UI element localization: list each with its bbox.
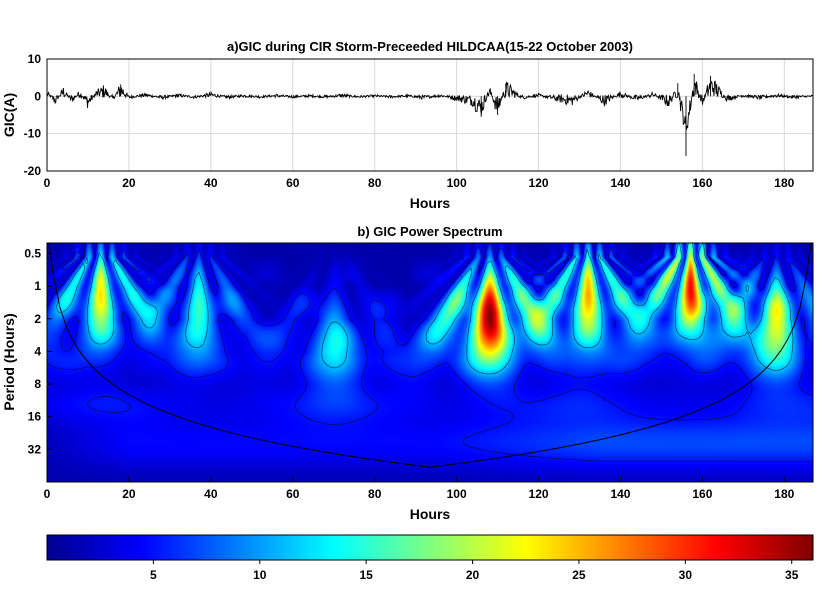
x-tick-label: 180 [774,176,794,190]
panel-b-y-ticks: 0.5 1 2 4 8 16 32 [24,247,52,456]
x-tick-label: 120 [529,487,549,501]
panel-a-frame [46,58,814,172]
y-tick-label: 4 [34,344,41,358]
x-tick-label: 80 [368,487,382,501]
x-tick-label: 100 [447,487,467,501]
x-tick-label: 100 [447,176,467,190]
panel-a-background [47,59,813,171]
colorbar-tick-label: 35 [785,568,799,582]
panel-a-grid [47,59,813,171]
panel-b-x-ticks: 0 20 40 60 80 100 120 140 160 180 [44,477,795,501]
y-tick-label: 2 [34,312,41,326]
x-tick-label: 60 [286,176,300,190]
colorbar-tick-label: 25 [572,568,586,582]
y-tick-label: -20 [24,164,42,178]
x-tick-label: 0 [44,176,51,190]
colorbar-tick-label: 20 [466,568,480,582]
x-tick-label: 60 [286,487,300,501]
colorbar [46,534,814,561]
spectrum-contours [47,243,812,462]
y-tick-label: 16 [28,410,42,424]
contour-line [47,243,812,462]
contour-line [56,243,794,375]
y-tick-label: 10 [28,52,42,66]
x-tick-label: 120 [529,176,549,190]
y-tick-label: -10 [24,127,42,141]
y-tick-label: 32 [28,442,42,456]
colorbar-tick-label: 10 [253,568,267,582]
panel-a-x-label: Hours [410,195,451,211]
colorbar-tick-label: 5 [150,568,157,582]
x-tick-label: 20 [122,176,136,190]
x-tick-label: 180 [774,487,794,501]
panel-a-y-label: GIC(A) [1,93,17,137]
x-tick-label: 140 [610,176,630,190]
panel-b-title: b) GIC Power Spectrum [357,224,502,239]
colorbar-ticks: 5 10 15 20 25 30 35 [150,560,799,582]
panel-b-x-label: Hours [410,506,451,522]
y-tick-label: 0 [34,89,41,103]
colorbar-tick-label: 30 [679,568,693,582]
panel-b-frame [46,242,814,483]
cone-of-influence [48,243,812,468]
x-tick-label: 20 [122,487,136,501]
panel-a-x-ticks: 0 20 40 60 80 100 120 140 160 180 [44,176,795,190]
panel-a-y-ticks: 10 0 -10 -20 [24,52,42,178]
panel-b-y-label: Period (Hours) [1,313,17,410]
gic-series-line [47,73,813,157]
colorbar-tick-label: 15 [359,568,373,582]
x-tick-label: 0 [44,487,51,501]
x-tick-label: 40 [204,176,218,190]
y-tick-label: 8 [34,377,41,391]
x-tick-label: 160 [692,487,712,501]
panel-a-title: a)GIC during CIR Storm-Preceeded HILDCAA… [227,39,633,54]
x-tick-label: 160 [692,176,712,190]
x-tick-label: 40 [204,487,218,501]
y-tick-label: 0.5 [24,247,41,261]
y-tick-label: 1 [34,279,41,293]
x-tick-label: 80 [368,176,382,190]
power-spectrum-heatmap [47,243,813,482]
x-tick-label: 140 [610,487,630,501]
